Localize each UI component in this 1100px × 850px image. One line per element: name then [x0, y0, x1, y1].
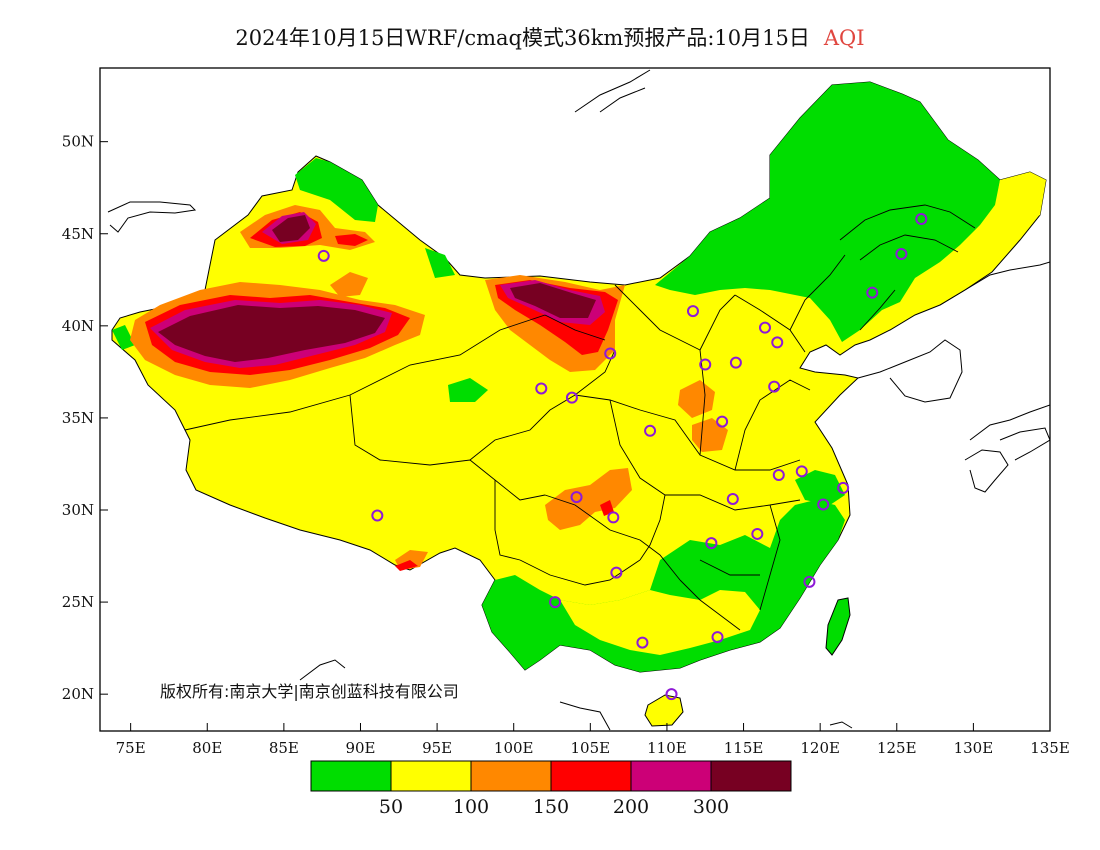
lon-tick-label: 110E — [647, 739, 687, 757]
city-marker — [771, 336, 784, 349]
tarim-maroon — [158, 305, 385, 362]
city-marker — [604, 347, 617, 360]
tibet-border-red — [395, 560, 418, 571]
northeast-coast-moderate — [995, 172, 1046, 230]
map-title: 2024年10月15日WRF/cmaq模式36km预报产品:10月15日 AQI — [0, 22, 1100, 52]
title-text: 2024年10月15日WRF/cmaq模式36km预报产品:10月15日 — [235, 26, 810, 50]
legend-label: 300 — [693, 796, 729, 818]
legend-swatch — [550, 760, 632, 792]
city-marker — [610, 566, 623, 579]
city-marker — [795, 465, 808, 478]
city-marker — [570, 491, 583, 504]
map-area — [107, 69, 1050, 731]
dzungaria-good — [295, 158, 378, 222]
aqi-hazardous-regions — [158, 215, 596, 362]
legend-swatch — [470, 760, 552, 792]
lat-tick-label: 30N — [62, 501, 94, 519]
city-marker — [837, 481, 850, 494]
aqi-moderate-patches — [560, 172, 1046, 655]
city-marker — [759, 321, 771, 334]
lon-tick-label: 100E — [494, 739, 534, 757]
aqi-good-regions — [112, 82, 1000, 672]
lon-tick-label: 85E — [269, 739, 299, 757]
sichuan-orange — [545, 468, 632, 530]
city-marker — [644, 424, 657, 437]
map-frame — [99, 67, 1051, 732]
city-marker — [729, 356, 742, 369]
title-variable: AQI — [823, 26, 865, 50]
neighbor-coastlines — [107, 69, 1050, 731]
city-marker — [772, 469, 785, 482]
lon-tick-label: 80E — [192, 739, 222, 757]
city-markers — [317, 213, 928, 701]
city-marker — [636, 636, 649, 649]
city-marker — [817, 498, 830, 511]
lon-tick-label: 130E — [954, 739, 994, 757]
lon-tick-label: 125E — [877, 739, 917, 757]
junggar-east-red — [335, 234, 368, 246]
south-china-moderate — [560, 590, 760, 655]
lat-tick-label: 40N — [62, 317, 94, 335]
city-marker — [665, 688, 678, 701]
legend-swatch — [390, 760, 472, 792]
southwest-border-good — [112, 325, 135, 350]
lon-tick-label: 120E — [800, 739, 840, 757]
city-marker — [705, 537, 718, 550]
province-boundaries — [184, 204, 976, 631]
city-marker — [716, 415, 729, 428]
qaidam-orange — [330, 272, 368, 297]
city-marker — [371, 509, 384, 522]
city-marker — [803, 575, 816, 588]
city-marker — [751, 527, 764, 540]
southwest-good — [482, 500, 845, 672]
city-marker — [768, 380, 781, 393]
city-marker — [549, 596, 562, 609]
city-marker — [711, 631, 724, 644]
city-marker — [895, 248, 908, 261]
lat-tick-label: 20N — [62, 685, 94, 703]
qinghai-good — [448, 378, 488, 402]
legend-label: 100 — [453, 796, 489, 818]
city-marker — [686, 305, 699, 318]
copyright-text: 版权所有:南京大学|南京创蓝科技有限公司 — [160, 682, 459, 701]
legend-swatch — [710, 760, 792, 792]
taiwan-island — [825, 597, 851, 656]
lat-tick-label: 50N — [62, 133, 94, 151]
lat-tick-label: 45N — [62, 225, 94, 243]
legend-label: 50 — [379, 796, 403, 818]
lon-tick-label: 75E — [116, 739, 146, 757]
lat-tick-label: 35N — [62, 409, 94, 427]
legend-swatch — [310, 760, 392, 792]
lon-tick-label: 105E — [571, 739, 611, 757]
city-marker — [317, 249, 330, 262]
yangtze-delta-good — [795, 470, 845, 505]
city-marker — [866, 286, 879, 299]
legend-label: 200 — [613, 796, 649, 818]
junggar-maroon — [272, 215, 310, 242]
alxa-maroon — [510, 283, 596, 318]
city-marker — [726, 492, 739, 505]
lon-tick-label: 135E — [1030, 739, 1070, 757]
lon-tick-label: 115E — [724, 739, 764, 757]
latitude-axis: 20N 25N 30N 35N 40N 45N 50N — [62, 133, 108, 703]
lat-tick-label: 25N — [62, 593, 94, 611]
lon-tick-label: 95E — [422, 739, 452, 757]
sichuan-red — [600, 500, 614, 516]
legend-swatch — [630, 760, 712, 792]
inner-mongolia-good — [425, 248, 455, 278]
legend-label: 150 — [533, 796, 569, 818]
city-marker — [915, 213, 928, 226]
northeast-good — [655, 82, 1000, 342]
city-marker — [699, 358, 712, 371]
hainan-island — [644, 694, 684, 727]
city-marker — [565, 391, 578, 404]
city-marker — [607, 511, 620, 524]
aqi-legend: 50 100 150 200 300 — [310, 760, 792, 818]
lon-tick-label: 90E — [345, 739, 375, 757]
city-marker — [535, 382, 548, 395]
longitude-axis: 75E 80E 85E 90E 95E 100E 105E 110E 115E 120E 125E 1… — [116, 723, 1070, 757]
hubei-orange — [678, 380, 715, 418]
